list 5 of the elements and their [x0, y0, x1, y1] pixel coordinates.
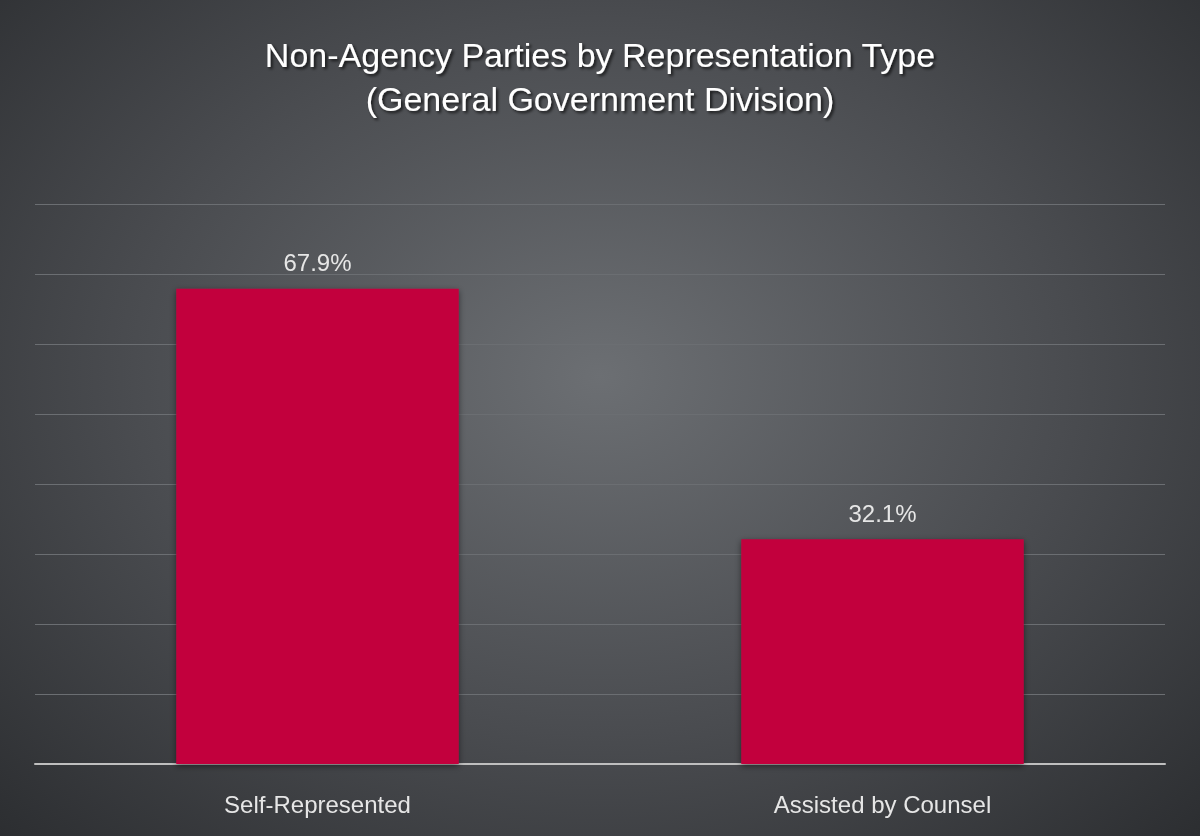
x-tick-label: Self-Represented	[224, 790, 411, 818]
data-label: 32.1%	[848, 499, 917, 527]
x-tick-label: Assisted by Counsel	[773, 790, 992, 818]
chart-title: Non-Agency Parties by Representation Type (General Government Division)	[264, 36, 936, 118]
data-label: 67.9%	[283, 249, 352, 277]
